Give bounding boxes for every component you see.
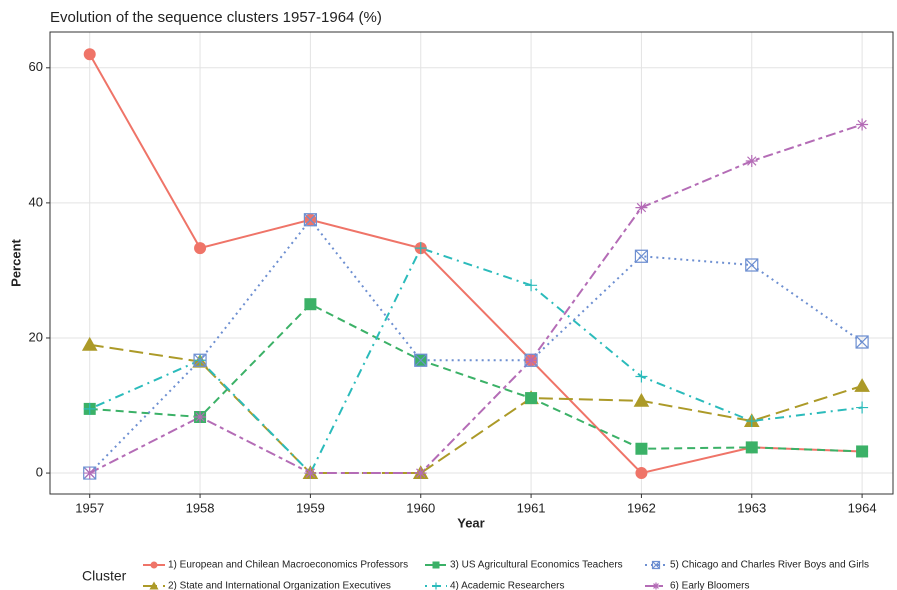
point [83,467,96,480]
x-tick-label: 1962 [627,500,656,515]
point [854,378,870,392]
x-tick-label: 1964 [848,500,877,515]
x-tick-label: 1963 [737,500,766,515]
point [856,118,869,131]
point [745,415,758,428]
point [634,249,649,263]
y-tick-label: 40 [29,194,43,209]
legend-marker [432,561,440,569]
point [745,155,758,168]
point [81,336,98,351]
point [635,370,648,383]
x-axis-label: Year [457,515,484,530]
x-tick-label: 1959 [296,500,325,515]
point [635,201,648,214]
y-tick-label: 0 [36,464,43,479]
point [635,467,648,480]
point [414,242,427,255]
y-tick-label: 20 [29,329,43,344]
point [304,467,317,480]
y-tick-label: 60 [29,59,43,74]
legend-marker [432,582,440,590]
point [856,445,869,458]
point [745,441,758,454]
point [525,354,538,367]
point [83,48,96,61]
series-line [88,53,863,475]
legend-label: 2) State and International Organization … [168,581,391,590]
x-tick-label: 1961 [517,500,546,515]
legend-marker [149,581,159,590]
series-line [89,302,863,453]
point [193,353,207,367]
series-line [89,343,863,475]
legend-label: 3) US Agricultural Economics Teachers [450,560,623,571]
point [83,402,96,415]
legend-label: 4) Academic Researchers [450,581,565,590]
point [303,213,318,227]
legend-title: Cluster [82,568,127,584]
point [414,353,428,367]
x-tick-label: 1960 [406,500,435,515]
y-axis-label: Percent [8,238,23,286]
point [194,242,207,255]
point [633,392,650,407]
point [304,298,317,311]
legend-label: 1) European and Chilean Macroeconomics P… [168,560,408,571]
point [635,442,648,455]
x-tick-label: 1958 [186,500,215,515]
point [745,258,759,272]
legend-marker [150,561,158,569]
legend-label: 5) Chicago and Charles River Boys and Gi… [670,560,869,571]
legend-marker [652,582,660,590]
point [525,392,538,405]
point [525,279,538,292]
point [414,467,427,480]
x-tick-label: 1957 [75,500,104,515]
legend-marker [651,560,661,570]
point [856,401,869,414]
legend-label: 6) Early Bloomers [670,581,749,590]
plot-border [49,31,894,495]
chart-title: Evolution of the sequence clusters 1957-… [50,9,382,26]
point [194,411,207,423]
series-line [89,218,863,474]
point [855,335,869,349]
